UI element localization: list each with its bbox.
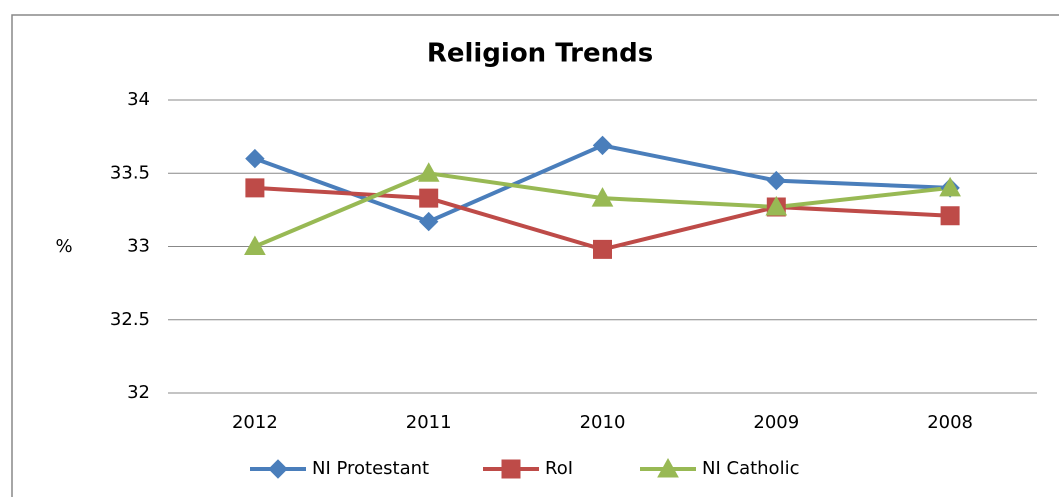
legend-marker: [657, 457, 679, 478]
data-point: [245, 148, 265, 169]
x-tick-label: 2010: [580, 412, 626, 433]
y-tick-label: 34: [127, 89, 150, 110]
legend-label: NI Protestant: [312, 458, 429, 479]
chart-title: Religion Trends: [427, 39, 653, 69]
data-point: [417, 162, 440, 182]
legend-label: NI Catholic: [702, 458, 799, 479]
legend-label: RoI: [545, 458, 573, 479]
data-point: [940, 206, 960, 226]
chart-frame: [11, 14, 1059, 501]
data-point: [245, 178, 265, 198]
y-axis-label: %: [55, 236, 72, 257]
y-tick-label: 33: [127, 236, 150, 257]
x-tick-label: 2008: [927, 412, 973, 433]
y-tick-label: 32.5: [110, 309, 150, 330]
x-tick-label: 2012: [232, 412, 278, 433]
legend-marker: [501, 459, 521, 479]
data-point: [592, 135, 613, 156]
data-point: [244, 235, 266, 255]
data-point: [765, 195, 788, 216]
y-tick-label: 33.5: [110, 162, 150, 183]
data-point: [591, 187, 614, 207]
data-point: [418, 211, 439, 232]
x-tick-label: 2011: [406, 412, 452, 433]
data-point: [419, 188, 439, 208]
legend-marker: [268, 459, 288, 479]
data-point: [939, 176, 961, 197]
x-tick-label: 2009: [753, 412, 799, 433]
data-point: [593, 239, 612, 259]
data-point: [766, 170, 787, 191]
y-tick-label: 32: [127, 382, 150, 403]
